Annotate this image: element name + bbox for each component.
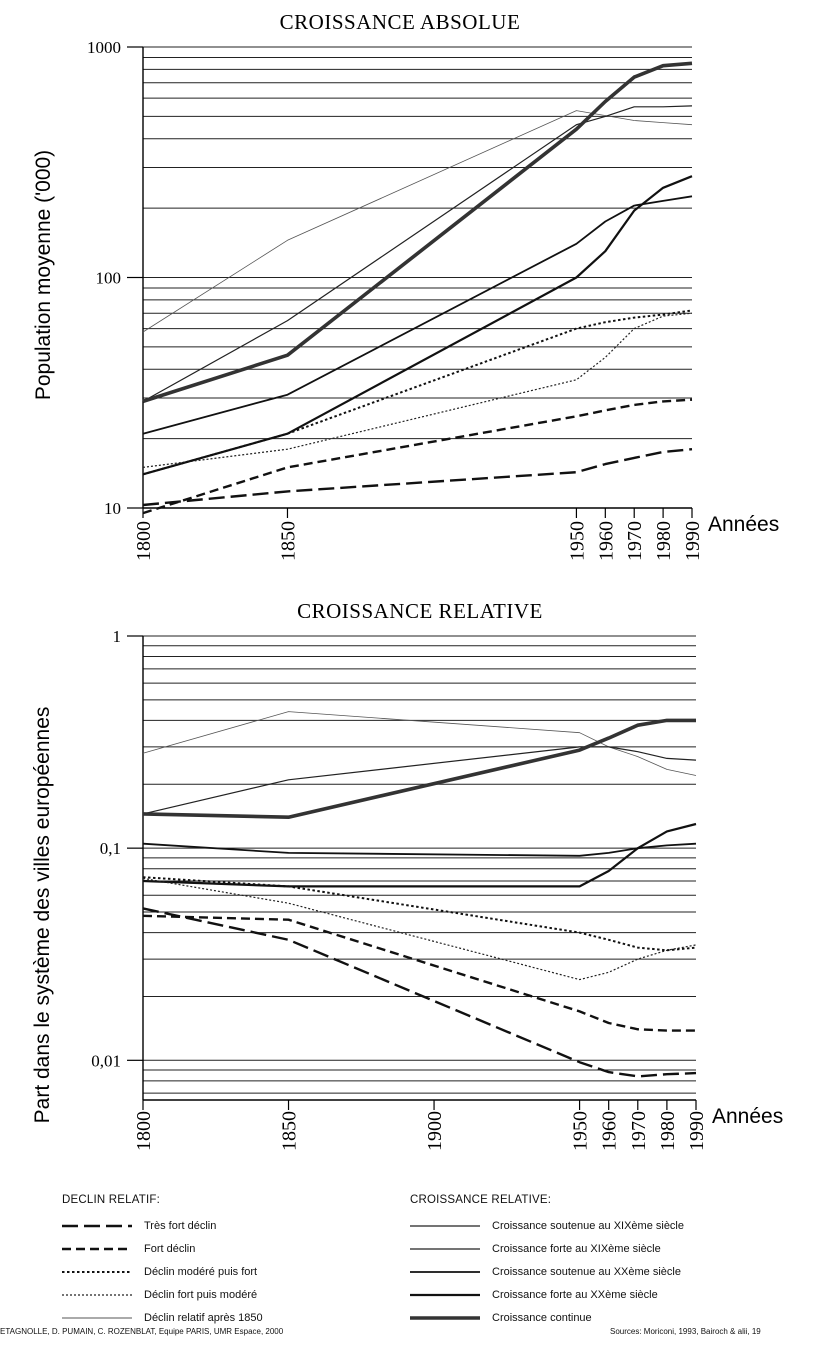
legend-label: Déclin relatif après 1850 (144, 1312, 263, 1324)
x-axis-label-relative: Années (712, 1105, 783, 1128)
series-line-dashed (142, 398, 693, 515)
y-ticks-absolute: 1000 100 10 (87, 38, 143, 518)
chart-absolute-growth: CROISSANCE ABSOLUE Population moyenne ('… (32, 10, 779, 561)
y-axis-label-relative: Part dans le système des villes européen… (31, 707, 54, 1124)
series-line-dotted (142, 309, 693, 476)
legend-growth-title: CROISSANCE RELATIVE: (410, 1194, 552, 1206)
x-tick-label: 1970 (624, 521, 646, 561)
legend-swatch (410, 1225, 480, 1227)
x-tick-label: 1980 (657, 1111, 679, 1151)
y-tick-label: 1000 (87, 38, 121, 57)
legend-swatch (410, 1293, 480, 1297)
x-tick-label: 1970 (628, 1111, 650, 1151)
axes-relative (142, 636, 696, 1101)
series-line-hair (142, 711, 697, 776)
legend-swatch (62, 1247, 132, 1251)
x-tick-label: 1960 (599, 1111, 621, 1151)
chart-title-relative: CROISSANCE RELATIVE (297, 599, 543, 623)
legend-swatch (410, 1316, 480, 1320)
legend-label: Croissance continue (492, 1312, 592, 1324)
series-line-bold (142, 61, 693, 404)
y-tick-label: 0,1 (100, 839, 121, 858)
y-tick-label: 10 (104, 499, 121, 518)
x-tick-label: 1990 (682, 521, 704, 561)
credit-sources: Sources: Moriconi, 1993, Bairoch & alii,… (610, 1327, 761, 1336)
y-axis-label-absolute: Population moyenne ('000) (32, 150, 55, 400)
series-line-longdash (142, 907, 697, 1078)
series-line-thick (142, 822, 697, 888)
series-line-dotfine (142, 312, 693, 468)
legend-decline-item: Déclin modéré puis fort (62, 1264, 257, 1280)
x-tick-label: 1800 (133, 1111, 155, 1151)
legend-swatch (62, 1224, 132, 1228)
legend-label: Croissance forte au XXème siècle (492, 1289, 658, 1301)
series-line-thin (142, 105, 693, 402)
x-tick-label: 1850 (279, 1111, 301, 1151)
legend-decline-item: Déclin relatif après 1850 (62, 1310, 263, 1326)
legend-decline-item: Fort déclin (62, 1241, 195, 1257)
legend-label: Fort déclin (144, 1243, 196, 1255)
series-line-thin (142, 746, 697, 815)
legend-label: Croissance soutenue au XXème siècle (492, 1266, 681, 1278)
legend-decline-item: Déclin fort puis modéré (62, 1287, 257, 1303)
series-line-hair (142, 110, 693, 333)
legend-growth-item: Croissance continue (410, 1310, 592, 1326)
series-absolute (142, 61, 693, 515)
series-line-dashed (142, 914, 696, 1032)
series-line-medium (142, 195, 693, 435)
legend-decline-title: DECLIN RELATIF: (62, 1194, 160, 1206)
series-line-longdash (142, 448, 693, 507)
legend-label: Croissance soutenue au XIXème siècle (492, 1220, 684, 1232)
legend-label: Déclin fort puis modéré (144, 1289, 258, 1301)
chart-relative-growth: CROISSANCE RELATIVE Part dans le système… (31, 599, 783, 1151)
x-tick-label: 1900 (424, 1111, 446, 1151)
series-line-dotted (142, 876, 697, 952)
chart-title-absolute: CROISSANCE ABSOLUE (280, 10, 521, 34)
series-line-dotfine (142, 877, 697, 981)
legend-swatch (410, 1248, 480, 1250)
y-tick-label: 100 (96, 269, 122, 288)
grid-absolute (143, 46, 692, 440)
x-tick-label: 1990 (686, 1111, 708, 1151)
legend-swatch (410, 1271, 480, 1273)
legend-growth-item: Croissance soutenue au XXème siècle (410, 1264, 681, 1280)
x-tick-label: 1950 (570, 1111, 592, 1151)
x-ticks-absolute: 1800 1850 1950 1960 1970 1980 1990 (133, 508, 704, 561)
legend-label: Croissance forte au XIXème siècle (492, 1243, 661, 1255)
x-tick-label: 1800 (133, 521, 155, 561)
x-tick-label: 1980 (653, 521, 675, 561)
credit-authors: ETAGNOLLE, D. PUMAIN, C. ROZENBLAT, Equi… (0, 1327, 284, 1336)
y-tick-label: 1 (113, 627, 122, 646)
x-tick-label: 1960 (595, 521, 617, 561)
legend: DECLIN RELATIF: CROISSANCE RELATIVE: Trè… (0, 1190, 820, 1340)
legend-growth-item: Croissance forte au XXème siècle (410, 1287, 658, 1303)
legend-label: Déclin modéré puis fort (144, 1266, 258, 1278)
legend-decline-item: Très fort déclin (62, 1218, 216, 1234)
legend-label: Très fort déclin (144, 1220, 217, 1232)
series-line-medium (142, 842, 697, 857)
y-ticks-relative: 1 0,1 0,01 (91, 627, 143, 1070)
x-axis-label-absolute: Années (708, 513, 779, 536)
y-tick-label: 0,01 (91, 1051, 121, 1070)
series-line-thick (142, 175, 693, 476)
legend-growth-item: Croissance forte au XIXème siècle (410, 1241, 661, 1257)
legend-swatch (62, 1317, 132, 1319)
legend-swatch (62, 1271, 132, 1273)
x-ticks-relative: 1800 1850 1900 1950 1960 1970 1980 1990 (133, 1100, 708, 1151)
series-relative (142, 711, 697, 1078)
series-line-bold (142, 718, 696, 820)
legend-growth-item: Croissance soutenue au XIXème siècle (410, 1218, 684, 1234)
x-tick-label: 1950 (566, 521, 588, 561)
legend-swatch (62, 1294, 132, 1296)
grid-relative (143, 635, 696, 1094)
x-tick-label: 1850 (277, 521, 299, 561)
